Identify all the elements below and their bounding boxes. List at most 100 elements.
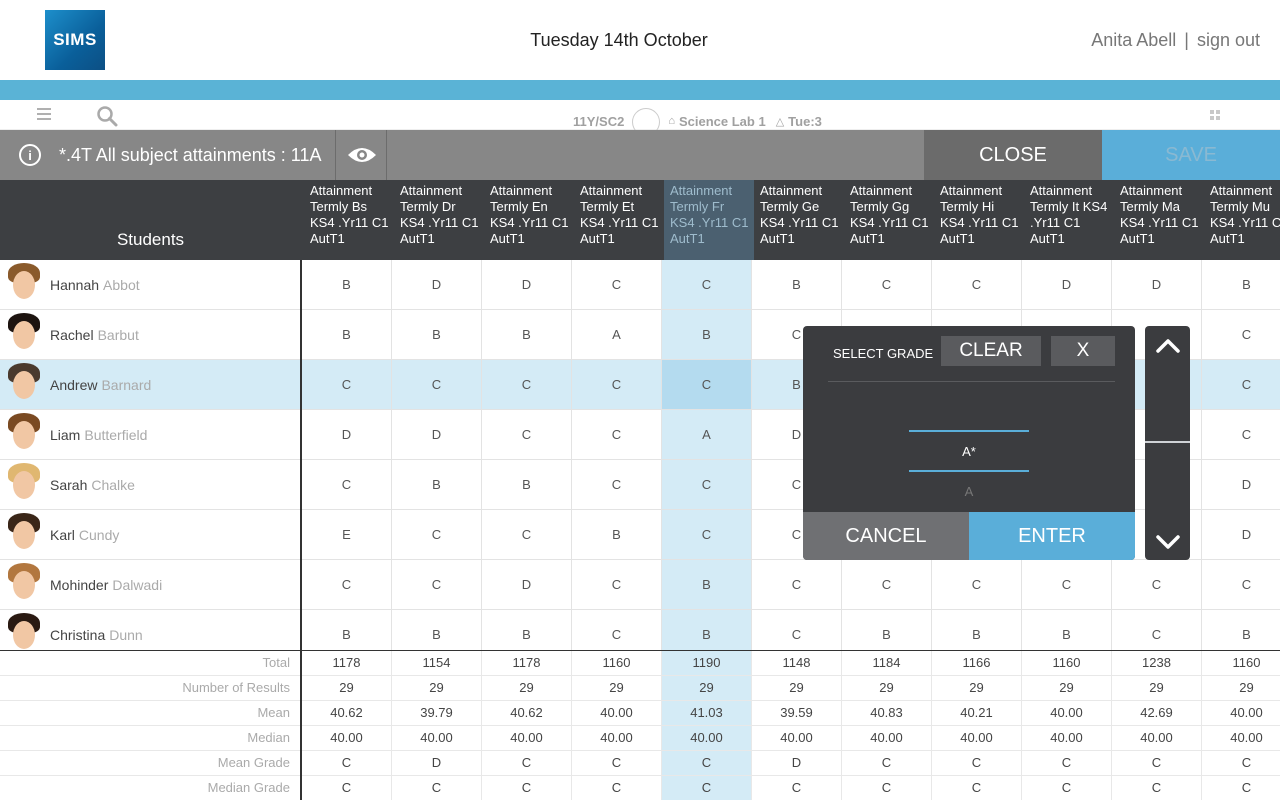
chevron-up-icon[interactable] bbox=[1145, 326, 1190, 441]
grade-option-selected[interactable]: A* bbox=[962, 444, 976, 459]
grade-cell[interactable]: C bbox=[482, 360, 572, 410]
cancel-button[interactable]: CANCEL bbox=[803, 512, 969, 560]
column-header[interactable]: Attainment Termly Fr KS4 .Yr11 C1 AutT1 bbox=[664, 180, 754, 260]
clear-button[interactable]: CLEAR bbox=[941, 336, 1041, 366]
column-header[interactable]: Attainment Termly Hi KS4 .Yr11 C1 AutT1 bbox=[940, 183, 1019, 246]
grade-cell[interactable]: C bbox=[842, 560, 932, 610]
grade-cell[interactable]: B bbox=[662, 560, 752, 610]
grade-cell[interactable]: D bbox=[1202, 510, 1280, 560]
grade-cell[interactable]: B bbox=[662, 610, 752, 650]
grade-cell[interactable]: B bbox=[392, 460, 482, 510]
column-header[interactable]: Attainment Termly En KS4 .Yr11 C1 AutT1 bbox=[490, 183, 569, 246]
column-header[interactable]: Attainment Termly It KS4 .Yr11 C1 AutT1 bbox=[1030, 183, 1108, 246]
grade-cell[interactable]: C bbox=[302, 360, 392, 410]
sims-logo[interactable]: SIMS bbox=[45, 10, 105, 70]
stat-value: 40.21 bbox=[932, 701, 1022, 726]
grade-cell[interactable]: D bbox=[482, 260, 572, 310]
grade-cell[interactable]: D bbox=[392, 410, 482, 460]
grade-cell[interactable]: D bbox=[1022, 260, 1112, 310]
grade-cell[interactable]: C bbox=[1202, 360, 1280, 410]
grade-cell[interactable]: C bbox=[1202, 410, 1280, 460]
grade-cell[interactable]: C bbox=[932, 260, 1022, 310]
student-row[interactable]: Karl Cundy bbox=[0, 510, 300, 560]
grade-cell[interactable]: C bbox=[572, 460, 662, 510]
column-header[interactable]: Attainment Termly Gg KS4 .Yr11 C1 AutT1 bbox=[850, 183, 929, 246]
column-header[interactable]: Attainment Termly Et KS4 .Yr11 C1 AutT1 bbox=[580, 183, 659, 246]
grade-cell[interactable]: C bbox=[662, 510, 752, 560]
grade-cell[interactable]: B bbox=[1022, 610, 1112, 650]
close-button[interactable]: CLOSE bbox=[924, 130, 1102, 180]
grade-cell[interactable]: C bbox=[1112, 610, 1202, 650]
grade-cell[interactable]: B bbox=[572, 510, 662, 560]
list-icon[interactable] bbox=[37, 108, 51, 120]
grade-cell[interactable]: C bbox=[302, 460, 392, 510]
grade-cell[interactable]: D bbox=[1112, 260, 1202, 310]
student-row[interactable]: Christina Dunn bbox=[0, 610, 300, 650]
grade-cell[interactable]: C bbox=[482, 410, 572, 460]
sign-out-link[interactable]: sign out bbox=[1196, 30, 1260, 50]
column-header[interactable]: Attainment Termly Bs KS4 .Yr11 C1 AutT1 bbox=[310, 183, 389, 246]
grade-cell[interactable]: C bbox=[482, 510, 572, 560]
student-row[interactable]: Andrew Barnard bbox=[0, 360, 300, 410]
grade-cell[interactable]: C bbox=[392, 560, 482, 610]
grade-cell[interactable]: C bbox=[662, 260, 752, 310]
grade-cell[interactable]: C bbox=[572, 610, 662, 650]
grade-cell[interactable]: B bbox=[302, 310, 392, 360]
grade-cell[interactable]: D bbox=[1202, 460, 1280, 510]
grade-cell[interactable]: C bbox=[752, 610, 842, 650]
grade-cell[interactable]: B bbox=[482, 310, 572, 360]
grade-cell[interactable]: B bbox=[752, 260, 842, 310]
grade-cell[interactable]: B bbox=[842, 610, 932, 650]
enter-button[interactable]: ENTER bbox=[969, 512, 1135, 560]
grade-cell[interactable]: B bbox=[662, 310, 752, 360]
grade-cell[interactable]: B bbox=[482, 610, 572, 650]
student-row[interactable]: Hannah Abbot bbox=[0, 260, 300, 310]
grade-cell[interactable]: C bbox=[842, 260, 932, 310]
eye-icon[interactable] bbox=[337, 130, 387, 180]
grade-cell[interactable]: B bbox=[302, 260, 392, 310]
save-button[interactable]: SAVE bbox=[1102, 130, 1280, 180]
student-row[interactable]: Rachel Barbut bbox=[0, 310, 300, 360]
grid-icon[interactable] bbox=[1210, 110, 1220, 120]
student-row[interactable]: Liam Butterfield bbox=[0, 410, 300, 460]
grade-cell[interactable]: B bbox=[932, 610, 1022, 650]
grade-cell[interactable]: A bbox=[572, 310, 662, 360]
student-row[interactable]: Sarah Chalke bbox=[0, 460, 300, 510]
grade-cell[interactable]: C bbox=[1022, 560, 1112, 610]
grade-cell[interactable]: D bbox=[392, 260, 482, 310]
student-row[interactable]: Mohinder Dalwadi bbox=[0, 560, 300, 610]
grade-cell[interactable]: B bbox=[482, 460, 572, 510]
grade-cell[interactable]: B bbox=[392, 310, 482, 360]
info-icon[interactable]: i bbox=[19, 144, 41, 166]
grade-cell[interactable]: C bbox=[392, 360, 482, 410]
grade-cell[interactable]: C bbox=[752, 560, 842, 610]
grade-option-next[interactable]: A bbox=[964, 484, 974, 499]
column-header[interactable]: Attainment Termly Ge KS4 .Yr11 C1 AutT1 bbox=[760, 183, 839, 246]
grade-cell[interactable]: B bbox=[1202, 610, 1280, 650]
grade-cell[interactable]: C bbox=[1202, 560, 1280, 610]
grade-cell[interactable]: C bbox=[1112, 560, 1202, 610]
grade-cell[interactable]: E bbox=[302, 510, 392, 560]
grade-cell[interactable]: B bbox=[392, 610, 482, 650]
column-header[interactable]: Attainment Termly Ma KS4 .Yr11 C1 AutT1 bbox=[1120, 183, 1199, 246]
grade-cell[interactable]: C bbox=[392, 510, 482, 560]
grade-cell[interactable]: C bbox=[662, 360, 752, 410]
search-icon[interactable] bbox=[96, 105, 118, 132]
column-header[interactable]: Attainment Termly Dr KS4 .Yr11 C1 AutT1 bbox=[400, 183, 479, 246]
popup-close-button[interactable]: X bbox=[1051, 336, 1115, 366]
grade-cell[interactable]: A bbox=[662, 410, 752, 460]
grade-cell[interactable]: C bbox=[662, 460, 752, 510]
grade-cell[interactable]: B bbox=[302, 610, 392, 650]
grade-cell[interactable]: C bbox=[572, 410, 662, 460]
grade-cell[interactable]: D bbox=[482, 560, 572, 610]
column-header[interactable]: Attainment Termly Mu KS4 .Yr11 C1 AutT1 bbox=[1210, 183, 1280, 246]
chevron-down-icon[interactable] bbox=[1145, 443, 1190, 560]
grade-cell[interactable]: C bbox=[1202, 310, 1280, 360]
grade-cell[interactable]: B bbox=[1202, 260, 1280, 310]
grade-cell[interactable]: C bbox=[302, 560, 392, 610]
grade-cell[interactable]: C bbox=[932, 560, 1022, 610]
grade-cell[interactable]: C bbox=[572, 360, 662, 410]
grade-cell[interactable]: C bbox=[572, 560, 662, 610]
grade-cell[interactable]: D bbox=[302, 410, 392, 460]
grade-cell[interactable]: C bbox=[572, 260, 662, 310]
